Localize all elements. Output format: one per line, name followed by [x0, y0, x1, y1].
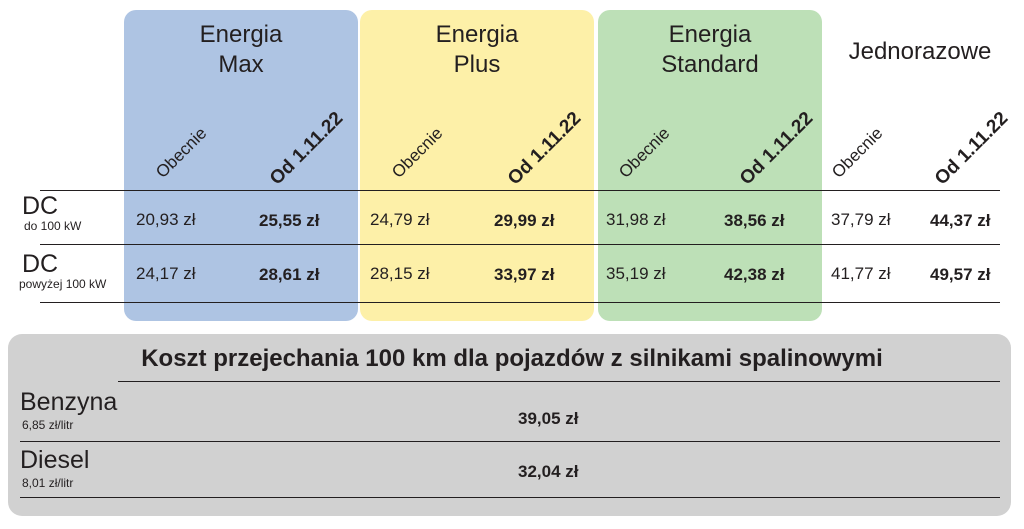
- price-current-max-row2: 24,17 zł: [136, 264, 196, 283]
- price-new-jednorazowe-row2: 49,57 zł: [930, 265, 991, 284]
- price-current-standard-row1: 31,98 zł: [606, 210, 666, 229]
- fuel-rule-middle: [20, 441, 1000, 442]
- panel-energia-max: [124, 10, 358, 321]
- row-sublabel: powyżej 100 kW: [19, 277, 107, 291]
- panel-energia-standard: [598, 10, 822, 321]
- plan-title-jednorazowe: Jednorazowe: [848, 38, 992, 65]
- price-current-standard-row2: 35,19 zł: [606, 264, 666, 283]
- price-current-jednorazowe-row2: 41,77 zł: [831, 264, 891, 283]
- fuel-cost-diesel: 32,04 zł: [518, 462, 579, 481]
- fuel-rule-top: [118, 381, 1000, 382]
- price-new-standard-row2: 42,38 zł: [724, 265, 785, 284]
- row-label: DC: [22, 250, 59, 278]
- plan-title-energia-max: Energia Max: [199, 21, 283, 78]
- plan-title-energia-standard: Energia Standard: [661, 21, 759, 78]
- fuel-price-diesel: 8,01 zł/litr: [22, 476, 74, 490]
- row-label-dc-100: DC do 100 kW: [22, 193, 81, 233]
- fuel-cost-benzyna: 39,05 zł: [518, 409, 579, 428]
- header-new-jednorazowe: Od 1.11.22: [930, 107, 1013, 190]
- table-rule-top: [40, 190, 1000, 191]
- price-current-jednorazowe-row1: 37,79 zł: [831, 210, 891, 229]
- row-sublabel: do 100 kW: [24, 219, 82, 233]
- fuel-name-diesel: Diesel: [20, 446, 90, 474]
- header-current-jednorazowe: Obecnie: [828, 123, 887, 182]
- row-label-dc-above-100: DC powyżej 100 kW: [19, 250, 107, 291]
- panel-energia-plus: [360, 10, 594, 321]
- fuel-rule-bottom: [20, 497, 1000, 498]
- price-new-standard-row1: 38,56 zł: [724, 211, 785, 230]
- fuel-name-benzyna: Benzyna: [20, 388, 118, 416]
- table-rule-bottom: [40, 302, 1000, 303]
- price-current-plus-row1: 24,79 zł: [370, 210, 430, 229]
- price-new-max-row1: 25,55 zł: [259, 211, 320, 230]
- price-new-plus-row2: 33,97 zł: [494, 265, 555, 284]
- price-current-max-row1: 20,93 zł: [136, 210, 196, 229]
- plan-title-energia-plus: Energia Plus: [435, 21, 519, 78]
- row-label: DC: [22, 192, 59, 220]
- fuel-price-benzyna: 6,85 zł/litr: [22, 418, 74, 432]
- table-rule-middle: [40, 244, 1000, 245]
- fuel-cost-title: Koszt przejechania 100 km dla pojazdów z…: [141, 345, 883, 372]
- price-new-max-row2: 28,61 zł: [259, 265, 320, 284]
- price-current-plus-row2: 28,15 zł: [370, 264, 430, 283]
- fuel-cost-panel: [8, 334, 1011, 516]
- price-new-jednorazowe-row1: 44,37 zł: [930, 211, 991, 230]
- price-new-plus-row1: 29,99 zł: [494, 211, 555, 230]
